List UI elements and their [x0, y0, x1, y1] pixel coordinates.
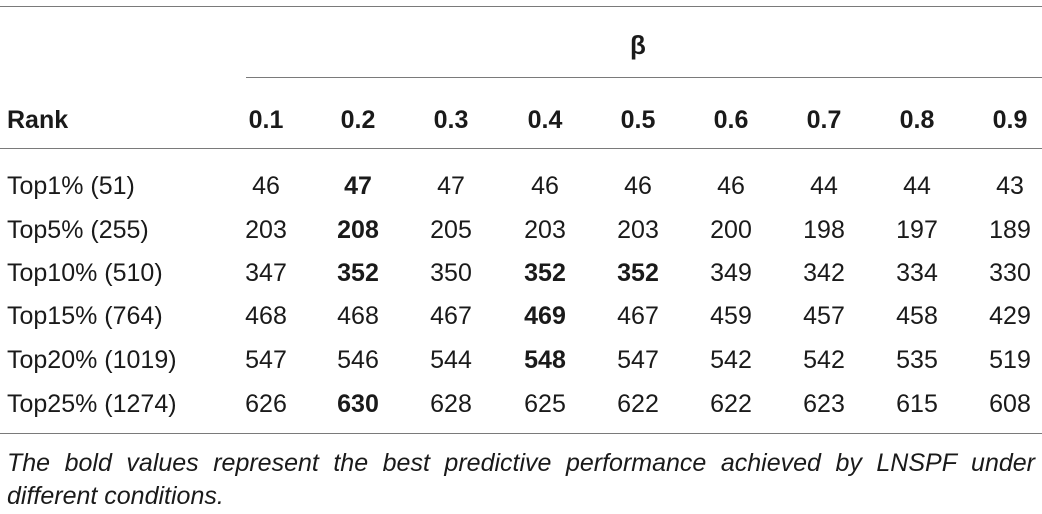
column-header-0-2: 0.2	[340, 106, 376, 134]
table-cell: 189	[989, 216, 1031, 244]
table-cell: 349	[710, 259, 752, 287]
column-header-0-1: 0.1	[248, 106, 284, 134]
column-header-0-6: 0.6	[713, 106, 749, 134]
table-cell: 628	[430, 390, 472, 418]
table-cell: 205	[430, 216, 472, 244]
table-cell: 46	[717, 172, 745, 200]
table-cell: 46	[624, 172, 652, 200]
column-header-0-7: 0.7	[806, 106, 842, 134]
table-cell: 622	[617, 390, 659, 418]
table-cell: 548	[524, 346, 566, 374]
table-cell: 352	[617, 259, 659, 287]
table-cell: 47	[437, 172, 465, 200]
beta-group-header: β	[630, 30, 646, 60]
table-cell: 203	[617, 216, 659, 244]
table-cell: 43	[996, 172, 1024, 200]
table-cell: 44	[810, 172, 838, 200]
table-cell: 459	[710, 302, 752, 330]
table-cell: 469	[524, 302, 566, 330]
column-header-0-9: 0.9	[992, 106, 1028, 134]
table-cell: 203	[245, 216, 287, 244]
table-footnote: The bold values represent the best predi…	[7, 449, 1035, 510]
top-rule	[0, 6, 1042, 7]
table-cell: 350	[430, 259, 472, 287]
table-cell: 208	[337, 216, 379, 244]
table-cell: 468	[245, 302, 287, 330]
table-cell: 429	[989, 302, 1031, 330]
table-cell: 615	[896, 390, 938, 418]
table-cell: 468	[337, 302, 379, 330]
table-cell: 352	[337, 259, 379, 287]
header-rule	[0, 148, 1042, 149]
row-label: Top20% (1019)	[7, 346, 177, 374]
table-cell: 457	[803, 302, 845, 330]
table-cell: 547	[245, 346, 287, 374]
table-cell: 342	[803, 259, 845, 287]
table-cell: 458	[896, 302, 938, 330]
table-cell: 547	[617, 346, 659, 374]
table-cell: 347	[245, 259, 287, 287]
table-cell: 625	[524, 390, 566, 418]
table-cell: 542	[710, 346, 752, 374]
column-header-0-3: 0.3	[433, 106, 469, 134]
table-cell: 519	[989, 346, 1031, 374]
table-cell: 608	[989, 390, 1031, 418]
rank-header: Rank	[7, 106, 69, 134]
column-header-0-8: 0.8	[899, 106, 935, 134]
row-label: Top5% (255)	[7, 216, 149, 244]
table-cell: 622	[710, 390, 752, 418]
table-cell: 47	[344, 172, 372, 200]
column-header-0-5: 0.5	[620, 106, 656, 134]
table-cell: 542	[803, 346, 845, 374]
table-cell: 334	[896, 259, 938, 287]
table-cell: 46	[252, 172, 280, 200]
row-label: Top10% (510)	[7, 259, 163, 287]
table-cell: 352	[524, 259, 566, 287]
table-cell: 623	[803, 390, 845, 418]
table-cell: 630	[337, 390, 379, 418]
table-cell: 197	[896, 216, 938, 244]
table-cell: 203	[524, 216, 566, 244]
table-cell: 467	[430, 302, 472, 330]
table-cell: 198	[803, 216, 845, 244]
row-label: Top25% (1274)	[7, 390, 177, 418]
bottom-rule	[0, 433, 1042, 434]
table-cell: 626	[245, 390, 287, 418]
table-cell: 200	[710, 216, 752, 244]
table-cell: 544	[430, 346, 472, 374]
beta-underline	[246, 77, 1042, 78]
table-cell: 44	[903, 172, 931, 200]
column-header-0-4: 0.4	[527, 106, 563, 134]
table-cell: 467	[617, 302, 659, 330]
table-cell: 46	[531, 172, 559, 200]
row-label: Top15% (764)	[7, 302, 163, 330]
table-cell: 330	[989, 259, 1031, 287]
row-label: Top1% (51)	[7, 172, 135, 200]
table-cell: 535	[896, 346, 938, 374]
table-cell: 546	[337, 346, 379, 374]
